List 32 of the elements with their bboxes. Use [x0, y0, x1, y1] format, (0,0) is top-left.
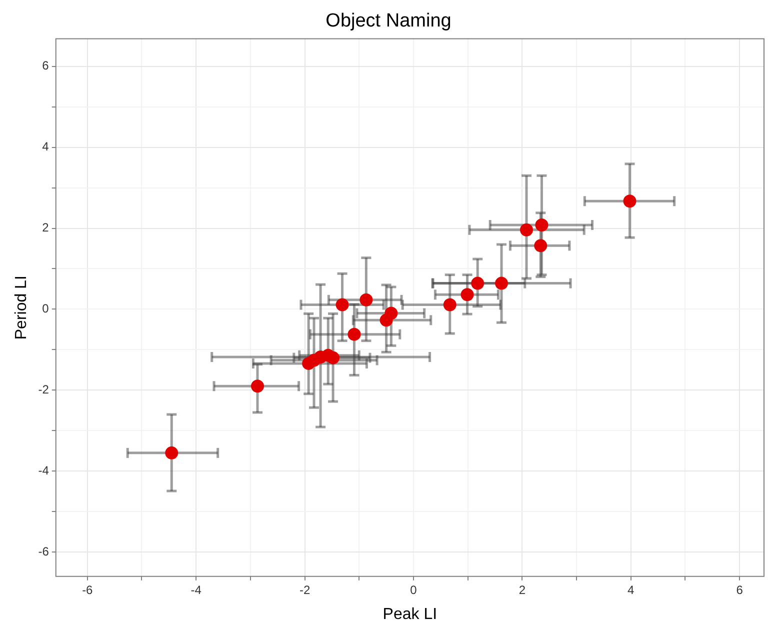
point [165, 446, 178, 460]
point [336, 298, 349, 312]
point [326, 351, 340, 364]
x-tick-label: 0 [410, 582, 418, 597]
y-tick-label: -2 [38, 382, 50, 396]
y-tick-label: -4 [38, 463, 50, 478]
point [534, 239, 548, 252]
y-tick-label: -6 [38, 544, 50, 558]
y-tick-label: 0 [42, 302, 50, 316]
x-tick-label: 6 [736, 582, 744, 597]
x-tick-label: -6 [82, 582, 94, 597]
point [460, 288, 474, 302]
y-tick-label: 6 [42, 58, 50, 73]
x-tick-label: -4 [190, 582, 202, 597]
point [623, 194, 636, 208]
point [471, 276, 484, 290]
point [520, 223, 534, 236]
y-tick-label: 2 [42, 220, 50, 235]
point [360, 293, 373, 306]
x-axis-title: Peak LI [382, 606, 438, 623]
point [384, 306, 398, 320]
x-tick-label: -2 [299, 582, 310, 597]
x-tick-label: 2 [518, 582, 526, 597]
point [443, 298, 456, 312]
point [250, 380, 264, 393]
point [535, 218, 548, 232]
chart-title: Object Naming [326, 10, 452, 32]
point [495, 276, 508, 290]
y-tick-label: 4 [42, 140, 50, 154]
x-tick-label: 4 [628, 582, 635, 597]
y-axis-title: Period LI [13, 276, 30, 340]
point [348, 328, 361, 341]
